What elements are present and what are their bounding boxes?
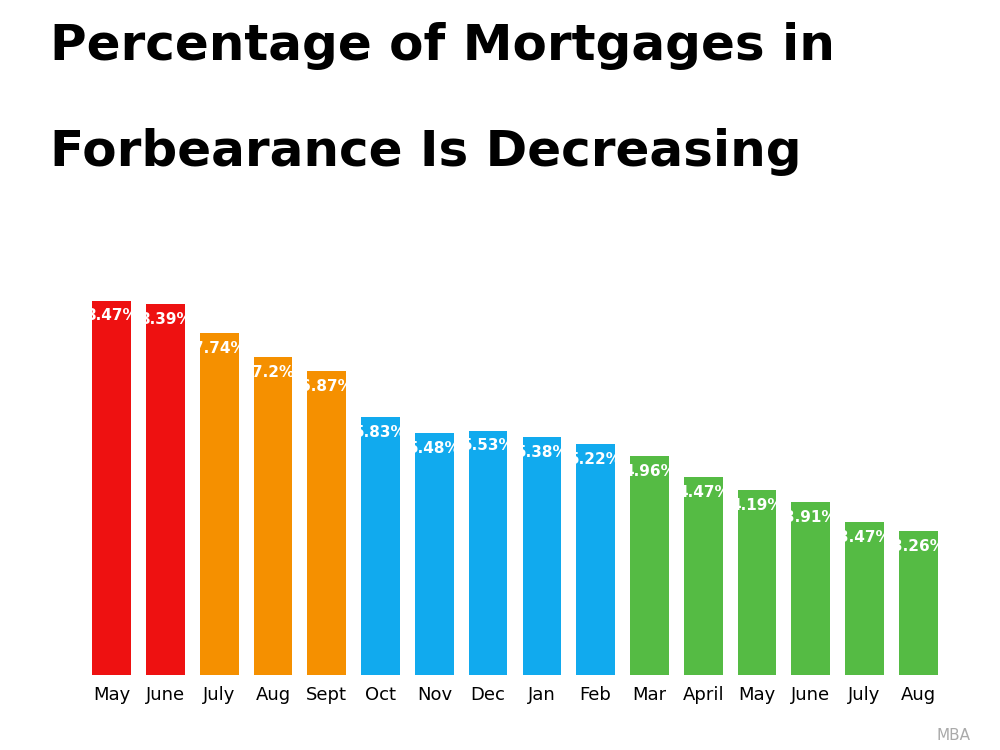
Text: 8.47%: 8.47% [85, 308, 138, 323]
Bar [415, 433, 454, 675]
Bar [791, 503, 830, 675]
Bar [845, 521, 884, 675]
Bar [630, 456, 669, 675]
Text: 3.91%: 3.91% [784, 510, 837, 525]
Text: 8.39%: 8.39% [139, 312, 192, 327]
Text: Forbearance Is Decreasing: Forbearance Is Decreasing [50, 128, 802, 176]
Bar [92, 301, 131, 675]
Text: 5.38%: 5.38% [516, 445, 568, 460]
Bar [576, 444, 615, 675]
Text: 5.48%: 5.48% [408, 441, 461, 456]
Bar [200, 333, 239, 675]
Bar [361, 417, 400, 675]
Text: 6.87%: 6.87% [300, 380, 353, 394]
Bar [738, 490, 776, 675]
Text: 7.74%: 7.74% [193, 340, 246, 356]
Bar [469, 430, 507, 675]
Text: 5.22%: 5.22% [569, 452, 622, 467]
Text: MBA: MBA [936, 728, 970, 742]
Bar [307, 371, 346, 675]
Text: 4.96%: 4.96% [623, 464, 676, 478]
Text: Percentage of Mortgages in: Percentage of Mortgages in [50, 22, 835, 70]
Bar [899, 531, 938, 675]
Text: 4.47%: 4.47% [677, 485, 730, 500]
Bar [254, 357, 292, 675]
Bar [684, 478, 723, 675]
Bar [523, 437, 561, 675]
Bar [146, 304, 185, 675]
Text: 5.53%: 5.53% [462, 439, 514, 454]
Text: 4.19%: 4.19% [731, 498, 783, 513]
Text: 7.2%: 7.2% [252, 364, 294, 380]
Text: 5.83%: 5.83% [354, 425, 407, 440]
Text: 3.26%: 3.26% [892, 538, 945, 554]
Text: 3.47%: 3.47% [838, 530, 891, 544]
